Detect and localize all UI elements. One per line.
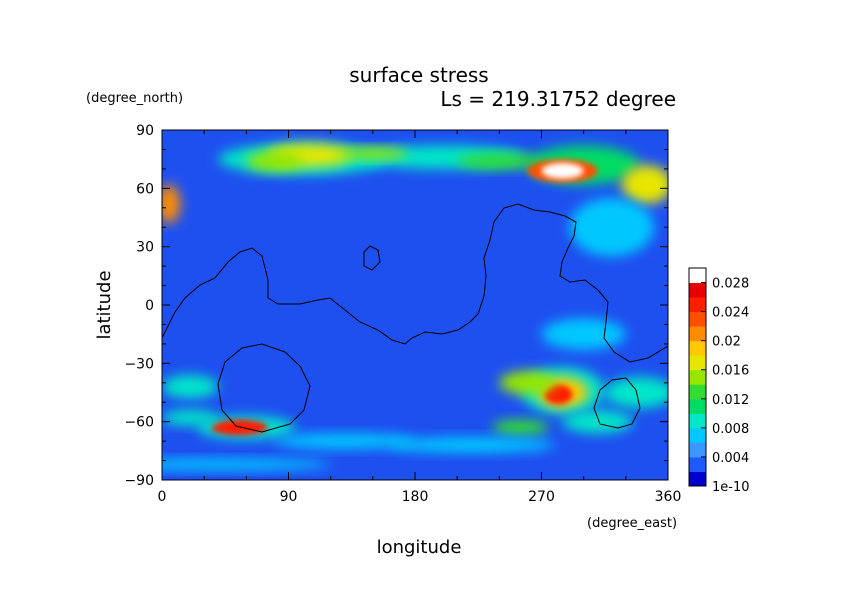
colorbar-label: 0.02 bbox=[712, 335, 741, 350]
colorbar-swatch bbox=[689, 311, 706, 327]
heatmap-cell bbox=[457, 153, 542, 169]
heatmap-cell bbox=[562, 410, 633, 434]
contour-continent-west bbox=[162, 203, 668, 363]
heatmap-cell bbox=[162, 184, 181, 224]
y-tick-label: −30 bbox=[124, 356, 154, 372]
colorbar-label: 0.024 bbox=[712, 306, 749, 321]
colorbar-swatch bbox=[689, 384, 706, 400]
colorbar-swatch bbox=[689, 398, 706, 414]
heatmap-cell bbox=[544, 384, 573, 405]
x-tick-label: 180 bbox=[402, 489, 429, 505]
axes: 0 90 180 270 360 90 60 30 0 −30 −60 −90 bbox=[124, 123, 681, 505]
y-axis-title: latitude bbox=[94, 270, 115, 339]
y-tick-label: −60 bbox=[124, 415, 154, 431]
heatmap-cell bbox=[274, 433, 415, 449]
heatmap-cell bbox=[541, 318, 626, 350]
colorbar-label: 0.016 bbox=[712, 364, 749, 379]
heatmap-field bbox=[162, 130, 668, 480]
colorbar-label: 0.028 bbox=[712, 277, 749, 292]
heatmap-cell bbox=[541, 163, 584, 179]
x-tick-label: 0 bbox=[158, 489, 167, 505]
heatmap-cell bbox=[499, 371, 556, 395]
x-tick-label: 270 bbox=[528, 489, 555, 505]
x-tick-label: 90 bbox=[280, 489, 298, 505]
x-axis-title: longitude bbox=[377, 537, 462, 558]
y-tick-label: 30 bbox=[136, 240, 154, 256]
heatmap-cell bbox=[337, 147, 408, 160]
heatmap-cell bbox=[492, 419, 549, 436]
colorbar-label: 1e-10 bbox=[712, 480, 750, 495]
colorbar-swatch bbox=[689, 268, 706, 284]
colorbar-swatch bbox=[689, 326, 706, 342]
contour-island bbox=[363, 245, 381, 271]
colorbar-swatch bbox=[689, 282, 706, 298]
colorbar-swatch bbox=[689, 297, 706, 313]
colorbar: 0.028 0.024 0.02 0.016 0.012 0.008 0.004 1e-10 bbox=[688, 267, 750, 495]
colorbar-swatch bbox=[689, 456, 706, 472]
y-tick-label: 60 bbox=[136, 181, 154, 197]
colorbar-swatch bbox=[689, 427, 706, 443]
heatmap-cell bbox=[621, 165, 668, 204]
y-tick-label: −90 bbox=[124, 473, 154, 489]
colorbar-swatch bbox=[689, 471, 706, 487]
colorbar-label: 0.012 bbox=[712, 393, 749, 408]
contour-lines bbox=[162, 203, 668, 433]
colorbar-label: 0.004 bbox=[712, 451, 749, 466]
colorbar-swatch bbox=[689, 355, 706, 371]
heatmap-cell bbox=[211, 419, 268, 436]
heatmap-cell bbox=[246, 151, 303, 171]
colorbar-swatch bbox=[689, 413, 706, 429]
colorbar-swatch bbox=[689, 340, 706, 356]
y-units-label: (degree_north) bbox=[86, 91, 183, 106]
chart-title: surface stress bbox=[349, 63, 488, 87]
field-blobs bbox=[162, 143, 668, 471]
x-units-label: (degree_east) bbox=[587, 516, 677, 531]
heatmap-cell bbox=[604, 376, 668, 409]
heatmap-cell bbox=[162, 375, 219, 399]
colorbar-label: 0.008 bbox=[712, 422, 749, 437]
y-tick-label: 0 bbox=[145, 298, 154, 314]
y-tick-label: 90 bbox=[136, 123, 154, 139]
heatmap-cell bbox=[162, 458, 331, 471]
heatmap-cell bbox=[162, 410, 219, 426]
contour-crater-west bbox=[217, 343, 311, 433]
contour-crater-east bbox=[593, 377, 641, 429]
colorbar-swatch bbox=[689, 442, 706, 458]
colorbar-swatch bbox=[689, 369, 706, 385]
colorbar-frame bbox=[688, 267, 707, 487]
chart-subtitle: Ls = 219.31752 degree bbox=[440, 87, 676, 111]
x-tick-label: 360 bbox=[655, 489, 682, 505]
heatmap-cell bbox=[569, 198, 654, 257]
heatmap-cell bbox=[386, 437, 556, 453]
